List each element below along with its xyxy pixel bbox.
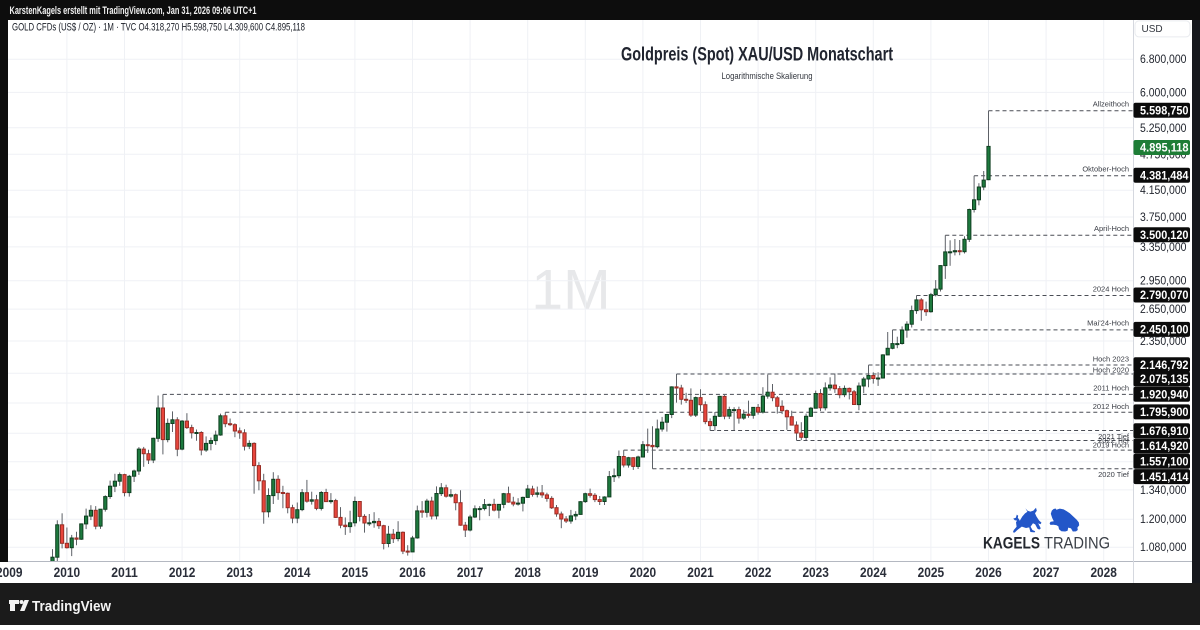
svg-text:3.350,000: 3.350,000 (1140, 242, 1187, 254)
svg-text:2020 Tief: 2020 Tief (1098, 470, 1130, 479)
svg-text:GOLD CFDs (US$ / OZ) · 1M · TV: GOLD CFDs (US$ / OZ) · 1M · TVC O4.318,2… (12, 22, 305, 34)
svg-text:1.614,920: 1.614,920 (1140, 441, 1189, 453)
svg-text:1M: 1M (531, 258, 610, 322)
svg-text:2017: 2017 (457, 565, 484, 580)
svg-text:KarstenKagels erstellt mit Tra: KarstenKagels erstellt mit TradingView.c… (10, 5, 257, 17)
svg-text:4.381,484: 4.381,484 (1140, 170, 1189, 182)
svg-text:Allzeithoch: Allzeithoch (1093, 100, 1129, 109)
svg-text:KAGELS: KAGELS (983, 534, 1040, 553)
svg-text:2025: 2025 (918, 565, 945, 580)
svg-text:2011 Hoch: 2011 Hoch (1093, 384, 1129, 393)
svg-text:6.800,000: 6.800,000 (1140, 54, 1187, 66)
svg-text:2009: 2009 (0, 565, 23, 580)
svg-text:2022: 2022 (745, 565, 772, 580)
svg-text:1.200,000: 1.200,000 (1140, 514, 1187, 526)
svg-text:2022 Tief: 2022 Tief (1098, 436, 1130, 445)
svg-text:5.250,000: 5.250,000 (1140, 123, 1187, 135)
svg-text:2012 Hoch: 2012 Hoch (1093, 402, 1129, 411)
svg-text:2024: 2024 (860, 565, 887, 580)
svg-text:2016: 2016 (399, 565, 426, 580)
svg-text:Oktober-Hoch: Oktober-Hoch (1082, 165, 1129, 174)
svg-text:Hoch 2020: Hoch 2020 (1093, 366, 1129, 375)
svg-text:1.080,000: 1.080,000 (1140, 542, 1187, 554)
svg-text:3.500,120: 3.500,120 (1140, 230, 1189, 242)
svg-text:1.920,940: 1.920,940 (1140, 389, 1189, 401)
svg-text:2.790,070: 2.790,070 (1140, 290, 1189, 302)
svg-text:2023: 2023 (802, 565, 829, 580)
svg-text:TRADING: TRADING (1044, 534, 1110, 553)
svg-text:2027: 2027 (1033, 565, 1060, 580)
svg-text:2010: 2010 (54, 565, 81, 580)
svg-text:2.450,100: 2.450,100 (1140, 325, 1189, 337)
svg-text:1.340,000: 1.340,000 (1140, 485, 1187, 497)
svg-text:2.950,000: 2.950,000 (1140, 276, 1187, 288)
svg-text:2020: 2020 (630, 565, 657, 580)
svg-text:2012: 2012 (169, 565, 196, 580)
svg-text:1.676,910: 1.676,910 (1140, 426, 1189, 438)
svg-text:2019 Hoch: 2019 Hoch (1093, 441, 1129, 450)
svg-text:April-Hoch: April-Hoch (1094, 224, 1129, 233)
svg-text:1.451,414: 1.451,414 (1140, 472, 1189, 484)
svg-text:3.750,000: 3.750,000 (1140, 212, 1187, 224)
svg-text:2026: 2026 (975, 565, 1002, 580)
svg-text:2011: 2011 (111, 565, 138, 580)
svg-text:2018: 2018 (514, 565, 541, 580)
svg-text:2015: 2015 (342, 565, 369, 580)
svg-text:6.000,000: 6.000,000 (1140, 87, 1187, 99)
svg-text:5.598,750: 5.598,750 (1140, 106, 1189, 118)
svg-text:2.350,000: 2.350,000 (1140, 336, 1187, 348)
svg-text:1.795,900: 1.795,900 (1140, 407, 1189, 419)
svg-text:2021 Tief: 2021 Tief (1098, 432, 1130, 441)
svg-text:2.650,000: 2.650,000 (1140, 304, 1187, 316)
svg-text:Goldpreis (Spot) XAU/USD Monat: Goldpreis (Spot) XAU/USD Monatschart (621, 45, 894, 66)
svg-text:Mai'24-Hoch: Mai'24-Hoch (1087, 319, 1129, 328)
svg-text:1.557,100: 1.557,100 (1140, 457, 1189, 469)
svg-text:Hoch 2023: Hoch 2023 (1093, 355, 1129, 364)
svg-text:Logarithmische Skalierung: Logarithmische Skalierung (722, 71, 813, 82)
svg-text:2028: 2028 (1090, 565, 1117, 580)
svg-text:2014: 2014 (284, 565, 311, 580)
svg-text:4.895,118: 4.895,118 (1140, 143, 1189, 155)
svg-text:2021: 2021 (687, 565, 714, 580)
svg-text:2.075,135: 2.075,135 (1140, 374, 1189, 386)
svg-text:4.150,000: 4.150,000 (1140, 185, 1187, 197)
svg-text:2019: 2019 (572, 565, 599, 580)
svg-text:2013: 2013 (226, 565, 253, 580)
svg-text:2024 Hoch: 2024 Hoch (1093, 285, 1129, 294)
svg-text:TradingView: TradingView (32, 599, 112, 615)
svg-text:USD: USD (1142, 24, 1163, 35)
svg-text:2.146,792: 2.146,792 (1140, 360, 1189, 372)
